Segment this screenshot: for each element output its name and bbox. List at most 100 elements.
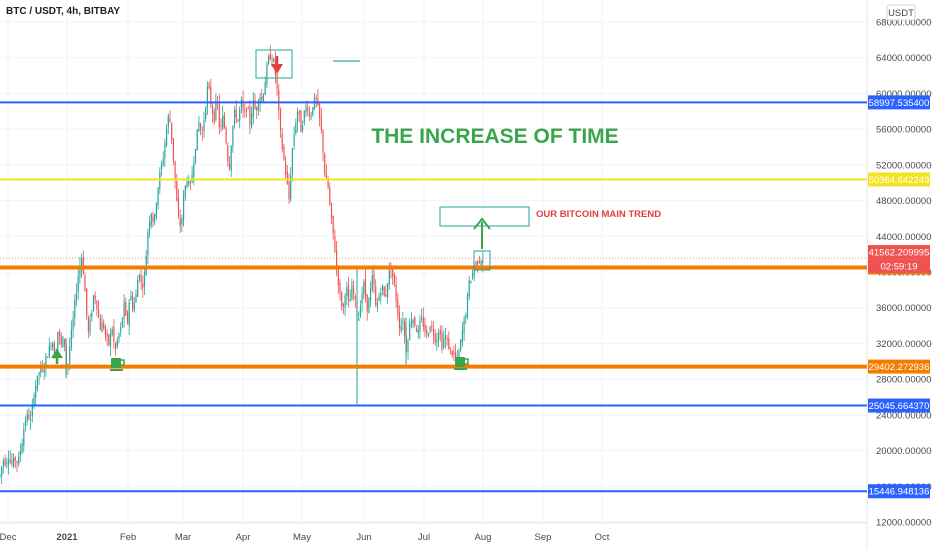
candle-body (359, 306, 361, 316)
level-price-tag: 25045.664370 (869, 401, 930, 412)
currency-button[interactable]: USDT (886, 4, 916, 21)
candle-body (154, 214, 156, 222)
candle-body (370, 288, 372, 301)
candle-body (337, 267, 339, 286)
candle-body (30, 418, 32, 421)
candle-body (64, 338, 66, 346)
candle-body (53, 341, 55, 359)
candle-body (87, 317, 89, 331)
candle-body (171, 122, 173, 140)
cup-icon (110, 358, 125, 371)
candle-body (213, 110, 215, 122)
y-tick-label: 36000.000000 (876, 303, 932, 314)
level-price-tag: 50364.642243 (869, 175, 930, 186)
candle-body (142, 283, 144, 289)
candle-body (48, 345, 50, 357)
candle-body (205, 107, 207, 120)
candle-body (77, 276, 79, 292)
candle-body (176, 181, 178, 201)
candle-body (364, 278, 367, 297)
candle-body (458, 350, 460, 360)
candle-body (137, 280, 139, 298)
candle-body (99, 317, 101, 330)
y-tick-label: 68000.000000 (876, 18, 932, 29)
candle-body (291, 148, 293, 175)
candle-body (43, 369, 45, 373)
candle-body (101, 322, 103, 333)
candle-body (19, 451, 21, 456)
candle-body (228, 162, 231, 169)
headline-annotation: THE INCREASE OF TIME (371, 125, 618, 148)
candle-body (261, 96, 263, 100)
candle-body (366, 294, 368, 312)
candle-body (410, 320, 412, 326)
y-tick-label: 52000.000000 (876, 160, 932, 171)
candle-body (268, 56, 270, 64)
candle-body (91, 313, 93, 318)
candle-body (193, 163, 195, 177)
candle-body (62, 336, 64, 347)
candle-body (397, 300, 399, 315)
candle-body (256, 107, 258, 112)
candle-body (104, 326, 106, 336)
candle-body (69, 346, 71, 364)
y-tick-label: 60000.000000 (876, 89, 932, 100)
candle-body (444, 335, 446, 340)
candle-body (128, 302, 130, 326)
candle-body (472, 273, 474, 278)
candle-body (72, 318, 74, 330)
candle-body (380, 293, 382, 297)
candle-countdown-tag-bg (868, 259, 930, 274)
candle-body (421, 318, 423, 320)
candle-body (385, 294, 387, 297)
candle-body (293, 134, 295, 146)
candle-body (424, 324, 426, 332)
candle-body (21, 443, 23, 454)
candle-body (118, 333, 120, 340)
candle-body (234, 109, 236, 124)
candle-body (341, 292, 343, 307)
candle-body (106, 332, 108, 337)
x-tick-label: 2021 (56, 532, 78, 543)
candle-body (300, 110, 302, 132)
candle-body (319, 103, 321, 118)
candle-body (96, 300, 98, 310)
candle-body (84, 275, 86, 292)
candle-body (475, 262, 477, 268)
candle-body (439, 330, 441, 335)
candle-body (16, 461, 18, 463)
candle-body (310, 115, 312, 118)
candle-body (86, 288, 88, 316)
candle-body (415, 328, 418, 332)
candle-body (58, 332, 61, 336)
candle-body (473, 268, 475, 275)
candle-body (103, 322, 105, 329)
candle-body (336, 250, 338, 268)
time-axis[interactable]: Dec 2021 Feb Mar Apr May Jun Jul Aug Sep Oct (0, 532, 610, 543)
candle-body (210, 86, 212, 105)
candle-body (140, 274, 142, 282)
candle-body (429, 327, 431, 332)
up-arrow-icon (51, 349, 63, 364)
candle-body (254, 100, 256, 109)
price-tags: 58997.53540050364.64224340500.4963602940… (868, 95, 930, 499)
candle-body (285, 161, 287, 174)
candle-body (422, 317, 424, 328)
candle-body (31, 405, 33, 417)
x-tick-label: Dec (0, 532, 17, 543)
candle-body (245, 108, 248, 112)
candle-body (92, 295, 95, 311)
candle-body (138, 274, 140, 280)
candle-body (201, 133, 203, 135)
trend-label: OUR BITCOIN MAIN TREND (536, 209, 661, 220)
y-tick-label: 48000.000000 (876, 196, 932, 207)
candle-body (460, 339, 462, 350)
candle-body (181, 218, 183, 225)
candle-body (392, 266, 394, 277)
candle-body (427, 334, 429, 337)
current-price-tag: 41562.209995 (869, 248, 930, 259)
candle-body (82, 257, 84, 274)
candle-body (2, 460, 4, 466)
candle-body (160, 164, 163, 170)
